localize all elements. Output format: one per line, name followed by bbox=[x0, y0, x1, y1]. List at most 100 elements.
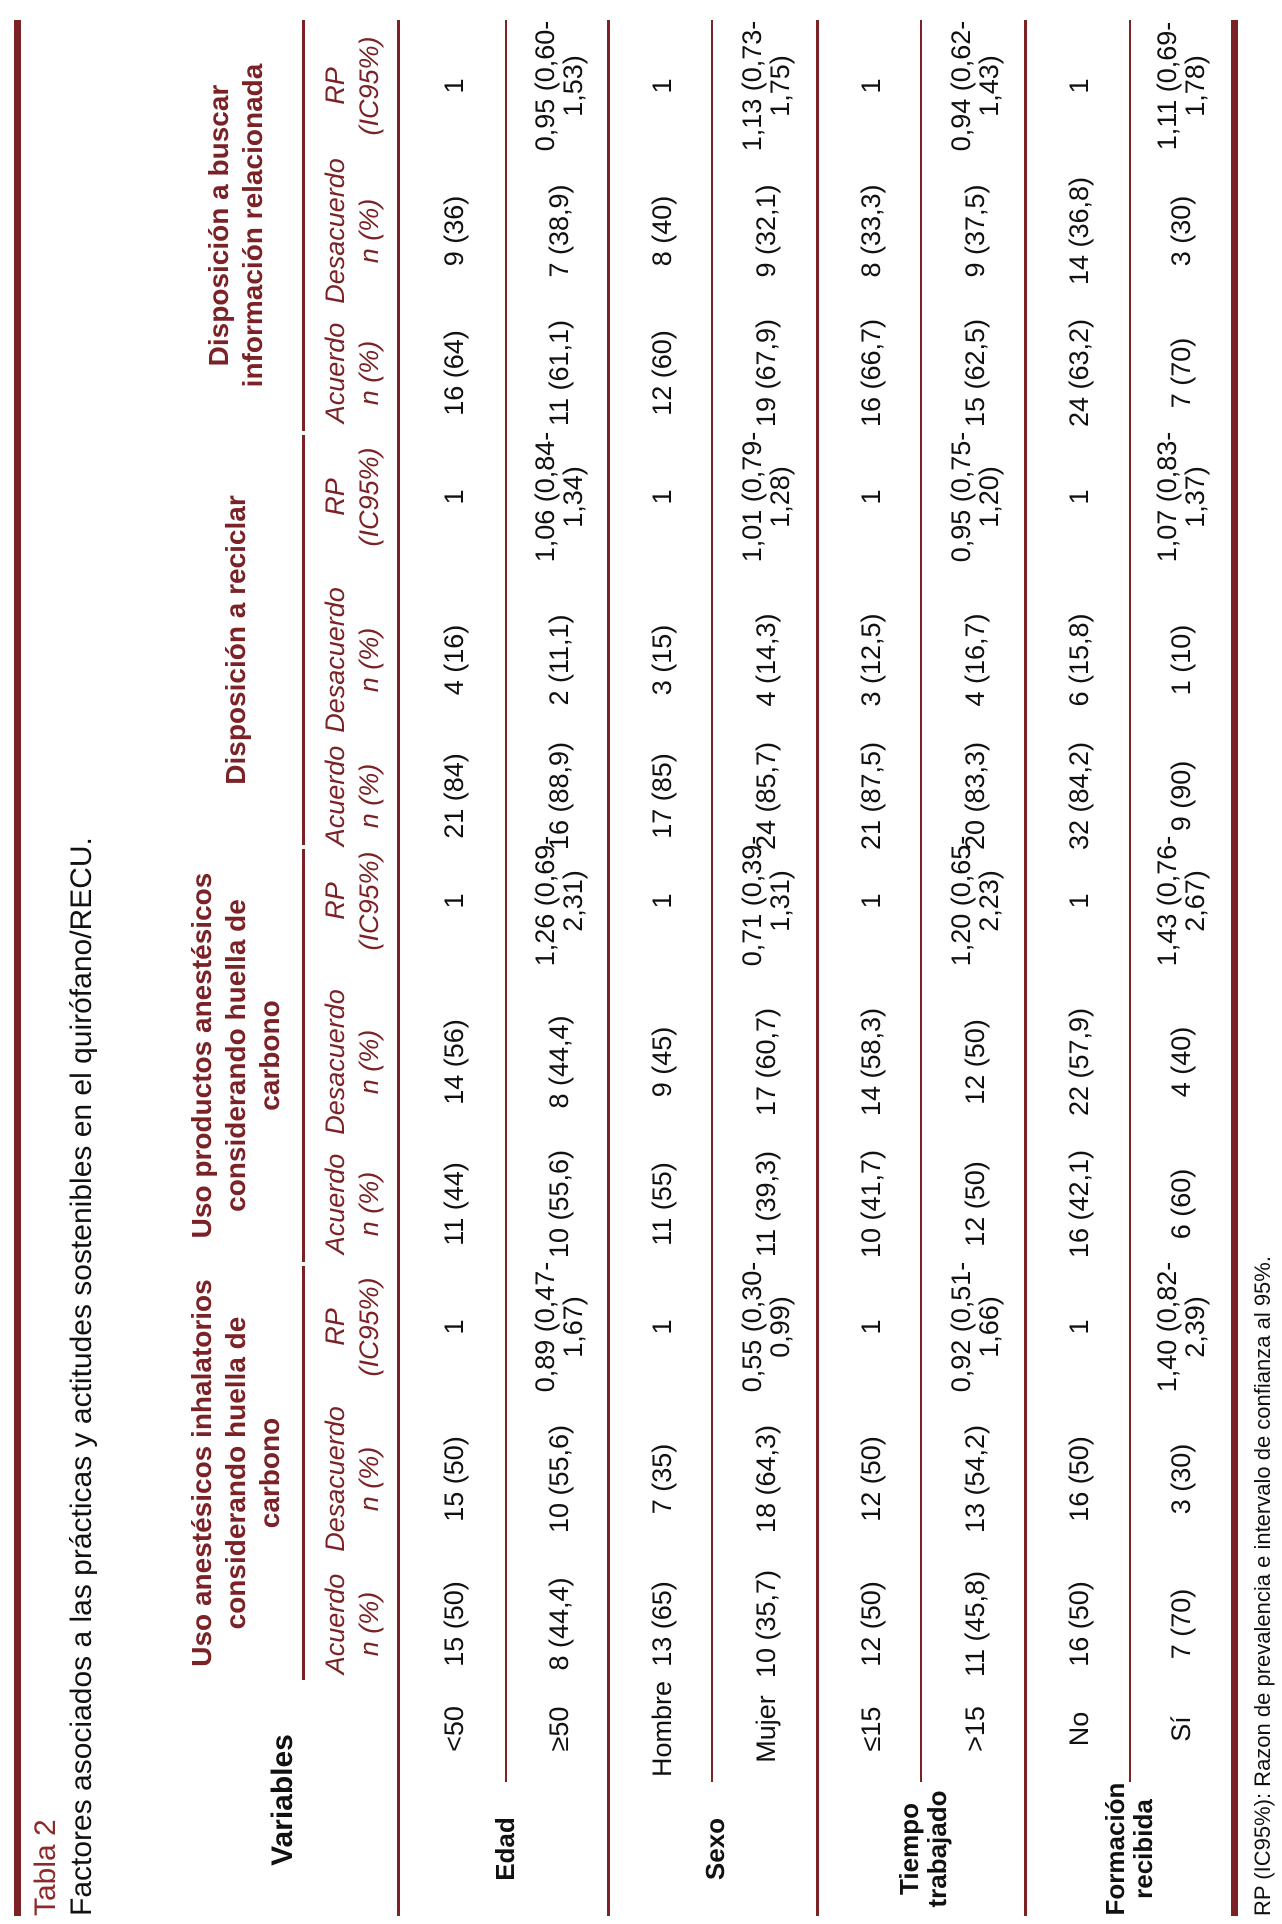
table-cell: 24 (85,7) bbox=[751, 741, 781, 851]
table-cell: 1 bbox=[1064, 489, 1094, 505]
subheader-text: Desacuerdo bbox=[320, 1406, 350, 1552]
variables-header: Variables bbox=[266, 1734, 299, 1866]
subheader-text: Desacuerdo bbox=[320, 587, 350, 733]
table-cell: 1,13 (0,73-1,75) bbox=[737, 20, 795, 152]
table-cell: 4 (16,7) bbox=[959, 613, 990, 707]
table-cell: 1,11 (0,69-1,78) bbox=[1152, 21, 1210, 151]
table-cell: 15 (50) bbox=[438, 1436, 469, 1522]
variable-group-label: Sexo bbox=[699, 1817, 730, 1881]
table-cell: 9 (37,5) bbox=[959, 184, 990, 278]
table-cell: 1,06 (0,84-1,34) bbox=[529, 431, 588, 563]
table-cell: 1 bbox=[1064, 1319, 1094, 1335]
subheader-text: Acuerdo bbox=[320, 1573, 350, 1675]
table-cell: 22 (57,9) bbox=[1064, 1007, 1094, 1117]
row-label: >15 bbox=[959, 1706, 990, 1752]
table-cell: 7 (35) bbox=[646, 1443, 677, 1515]
table-cell: 6 (60) bbox=[1166, 1168, 1196, 1240]
table-cell: 7 (70) bbox=[1166, 337, 1196, 409]
table-cell: 8 (40) bbox=[646, 195, 677, 267]
subheader-text: Acuerdo bbox=[320, 745, 350, 847]
subheader-desacuerdo: Desacuerdo n (%) bbox=[318, 987, 386, 1137]
subheader-text: n (%) bbox=[354, 198, 384, 264]
subheader-text: n (%) bbox=[354, 1446, 384, 1512]
table-cell: 4 (16) bbox=[438, 624, 469, 696]
table-cell: 1,07 (0,83-1,37) bbox=[1152, 431, 1210, 563]
table-cell: 12 (50) bbox=[959, 1161, 990, 1247]
table-cell: 1,01 (0,79-1,28) bbox=[737, 431, 795, 563]
table-cell: 11 (44) bbox=[438, 1162, 469, 1246]
subheader-text: (IC95%) bbox=[354, 36, 384, 136]
table-cell: 12 (50) bbox=[855, 1581, 886, 1667]
column-group-header: Uso productos anestésicos considerando h… bbox=[186, 872, 285, 1239]
table-cell: 1 bbox=[438, 78, 469, 94]
subheader-acuerdo: Acuerdo n (%) bbox=[318, 1135, 386, 1273]
subheader-text: n (%) bbox=[354, 763, 384, 829]
table-cell: 1 bbox=[855, 489, 886, 505]
table-cell: 4 (40) bbox=[1166, 1026, 1196, 1098]
table-cell: 2 (11,1) bbox=[543, 614, 574, 706]
table-cell: 17 (85) bbox=[646, 753, 677, 839]
subheader-text: RP bbox=[320, 67, 350, 105]
row-label: ≥50 bbox=[543, 1706, 574, 1752]
table-cell: 9 (90) bbox=[1166, 760, 1196, 832]
table-cell: 0,95 (0,75-1,20) bbox=[945, 431, 1004, 563]
table-cell: 11 (45,8) bbox=[959, 1570, 990, 1678]
table-cell: 1 bbox=[855, 78, 886, 94]
table-cell: 1 bbox=[646, 78, 677, 94]
subheader-text: n (%) bbox=[354, 627, 384, 693]
table-cell: 16 (50) bbox=[1064, 1581, 1094, 1667]
table-cell: 16 (64) bbox=[438, 330, 469, 416]
table-cell: 14 (36,8) bbox=[1064, 176, 1094, 286]
table-cell: 11 (39,3) bbox=[751, 1150, 781, 1258]
table-label: Tabla 2 bbox=[29, 1819, 62, 1916]
table-title: Factores asociados a las prácticas y act… bbox=[65, 837, 98, 1916]
subheader-desacuerdo: Desacuerdo n (%) bbox=[318, 585, 386, 735]
table-cell: 8 (44,4) bbox=[543, 1015, 574, 1109]
table-cell: 14 (58,3) bbox=[855, 1007, 886, 1117]
table-cell: 15 (62,5) bbox=[959, 318, 990, 428]
subheader-text: n (%) bbox=[354, 1591, 384, 1657]
top-border bbox=[14, 20, 21, 1916]
table-cell: 3 (15) bbox=[646, 624, 677, 696]
table-cell: 16 (50) bbox=[1064, 1436, 1094, 1522]
row-label: Mujer bbox=[751, 1695, 781, 1763]
table-cell: 7 (38,9) bbox=[543, 184, 574, 278]
table-cell: 9 (32,1) bbox=[751, 184, 781, 278]
column-group-header: Uso anestésicos inhalatorios considerand… bbox=[186, 1279, 285, 1667]
subheader-text: Acuerdo bbox=[320, 1153, 350, 1255]
table-cell: 1 (10) bbox=[1166, 624, 1196, 696]
table-cell: 0,95 (0,60-1,53) bbox=[529, 20, 588, 152]
table-cell: 3 (30) bbox=[1166, 195, 1196, 267]
table-cell: 8 (33,3) bbox=[855, 184, 886, 278]
variable-group-label: Formación recibida bbox=[1100, 1782, 1158, 1916]
table-cell: 11 (55) bbox=[646, 1162, 677, 1246]
row-label: No bbox=[1064, 1711, 1094, 1747]
table-cell: 18 (64,3) bbox=[751, 1424, 781, 1534]
table-cell: 0,55 (0,30-0,99) bbox=[737, 1261, 795, 1393]
subheader-acuerdo: Acuerdo n (%) bbox=[318, 304, 386, 442]
row-label: Sí bbox=[1166, 1716, 1196, 1742]
table-cell: 13 (65) bbox=[646, 1581, 677, 1667]
subheader-text: Desacuerdo bbox=[320, 989, 350, 1135]
column-group-header: Disposición a buscar información relacio… bbox=[203, 63, 268, 388]
table-cell: 1 bbox=[438, 489, 469, 505]
table-cell: 7 (70) bbox=[1166, 1588, 1196, 1660]
bottom-border bbox=[1231, 20, 1238, 1916]
variable-group-label: Tiempo trabajado bbox=[894, 1790, 952, 1908]
table-cell: 1 bbox=[646, 1319, 677, 1335]
table-cell: 1 bbox=[855, 1319, 886, 1335]
table-cell: 0,89 (0,47-1,67) bbox=[529, 1261, 588, 1393]
table-cell: 16 (42,1) bbox=[1064, 1149, 1094, 1259]
table-cell: 8 (44,4) bbox=[543, 1577, 574, 1671]
table-cell: 10 (35,7) bbox=[751, 1569, 781, 1679]
table-cell: 3 (30) bbox=[1166, 1443, 1196, 1515]
table-cell: 1 bbox=[438, 1319, 469, 1335]
table-cell: 20 (83,3) bbox=[959, 741, 990, 851]
table-cell: 10 (55,6) bbox=[543, 1424, 574, 1534]
table-cell: 12 (50) bbox=[855, 1436, 886, 1522]
row-label: ≤15 bbox=[855, 1706, 886, 1752]
subheader-acuerdo: Acuerdo n (%) bbox=[318, 1555, 386, 1693]
column-group-underline bbox=[302, 20, 305, 431]
table-cell: 19 (67,9) bbox=[751, 318, 781, 428]
